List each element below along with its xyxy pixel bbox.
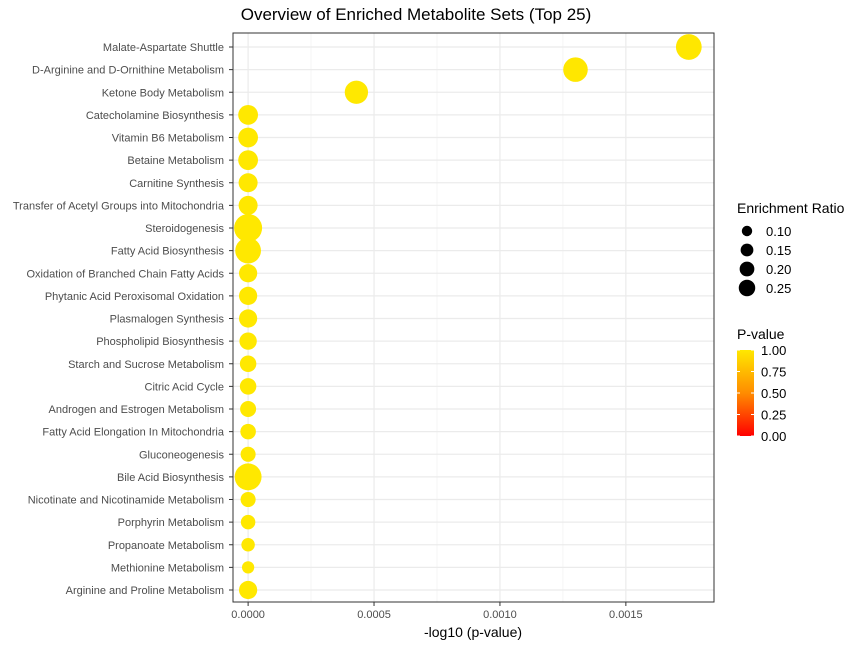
color-legend-title: P-value bbox=[737, 326, 785, 342]
y-tick-label: Phytanic Acid Peroxisomal Oxidation bbox=[45, 291, 224, 303]
color-legend-label: 0.00 bbox=[761, 429, 786, 444]
size-legend-key bbox=[739, 261, 755, 277]
y-tick-label: Starch and Sucrose Metabolism bbox=[68, 359, 224, 371]
data-point bbox=[240, 446, 256, 462]
data-point bbox=[239, 378, 257, 395]
y-tick-label: Arginine and Proline Metabolism bbox=[66, 585, 224, 597]
data-point bbox=[238, 150, 259, 171]
color-legend: P-value 1.00 0.75 0.50 0.25 0.00 bbox=[737, 326, 786, 444]
grid bbox=[233, 33, 714, 602]
y-tick-label: Gluconeogenesis bbox=[139, 449, 225, 461]
y-tick-label: Plasmalogen Synthesis bbox=[110, 314, 225, 326]
x-axis-ticks: 0.0000 0.0005 0.0010 0.0015 bbox=[231, 602, 643, 621]
data-point bbox=[239, 286, 258, 305]
size-legend-key bbox=[741, 225, 753, 237]
data-point bbox=[238, 127, 259, 148]
size-legend-key bbox=[738, 279, 756, 297]
data-point bbox=[240, 491, 256, 508]
data-point bbox=[239, 309, 258, 328]
color-legend-label: 0.75 bbox=[761, 365, 786, 380]
x-tick-label: 0.0015 bbox=[609, 609, 643, 621]
x-tick-label: 0.0005 bbox=[357, 609, 391, 621]
size-legend-key bbox=[740, 243, 754, 257]
y-tick-label: Betaine Metabolism bbox=[127, 155, 224, 167]
data-point bbox=[238, 173, 258, 193]
data-point bbox=[240, 423, 256, 440]
y-tick-label: Nicotinate and Nicotinamide Metabolism bbox=[28, 495, 224, 507]
x-axis-title: -log10 (p-value) bbox=[424, 624, 522, 640]
x-tick-label: 0.0010 bbox=[483, 609, 517, 621]
panel-border bbox=[232, 32, 715, 603]
y-tick-label: D-Arginine and D-Ornithine Metabolism bbox=[32, 65, 224, 77]
y-tick-label: Oxidation of Branched Chain Fatty Acids bbox=[27, 268, 225, 280]
x-tick-label: 0.0000 bbox=[231, 609, 265, 621]
y-axis-labels: Malate-Aspartate Shuttle D-Arginine and D… bbox=[13, 42, 233, 597]
data-point bbox=[239, 264, 258, 283]
size-legend-title: Enrichment Ratio bbox=[737, 200, 845, 216]
size-legend-label: 0.20 bbox=[766, 262, 791, 277]
y-tick-label: Phospholipid Biosynthesis bbox=[96, 336, 224, 348]
data-point bbox=[239, 355, 257, 372]
y-tick-label: Carnitine Synthesis bbox=[129, 178, 224, 190]
y-tick-label: Androgen and Estrogen Metabolism bbox=[49, 404, 225, 416]
y-tick-label: Vitamin B6 Metabolism bbox=[112, 133, 224, 145]
y-tick-label: Steroidogenesis bbox=[145, 223, 224, 235]
data-point bbox=[675, 34, 702, 60]
y-tick-label: Catecholamine Biosynthesis bbox=[86, 110, 225, 122]
data-point bbox=[563, 57, 588, 82]
color-legend-label: 1.00 bbox=[761, 343, 786, 358]
data-point bbox=[241, 561, 255, 574]
data-point bbox=[235, 237, 261, 264]
y-tick-label: Porphyrin Metabolism bbox=[118, 517, 224, 529]
color-legend-label: 0.25 bbox=[761, 408, 786, 423]
data-point bbox=[240, 514, 256, 530]
y-tick-label: Bile Acid Biosynthesis bbox=[117, 472, 224, 484]
y-tick-label: Transfer of Acetyl Groups into Mitochond… bbox=[13, 200, 225, 212]
data-point bbox=[234, 214, 263, 242]
color-legend-label: 0.50 bbox=[761, 386, 786, 401]
size-legend: Enrichment Ratio 0.10 0.15 0.20 0.25 bbox=[737, 200, 845, 297]
points bbox=[234, 34, 702, 600]
data-point bbox=[344, 80, 369, 104]
size-legend-label: 0.10 bbox=[766, 224, 791, 239]
data-point bbox=[240, 400, 257, 418]
data-point bbox=[239, 332, 257, 350]
color-bar bbox=[737, 350, 754, 436]
y-tick-label: Malate-Aspartate Shuttle bbox=[103, 42, 224, 54]
data-point bbox=[241, 538, 255, 552]
size-legend-label: 0.15 bbox=[766, 243, 791, 258]
data-point bbox=[238, 104, 259, 125]
y-tick-label: Citric Acid Cycle bbox=[145, 381, 224, 393]
y-tick-label: Fatty Acid Biosynthesis bbox=[111, 246, 225, 258]
size-legend-label: 0.25 bbox=[766, 281, 791, 296]
data-point bbox=[234, 463, 262, 491]
y-tick-label: Ketone Body Metabolism bbox=[102, 87, 224, 99]
y-tick-label: Methionine Metabolism bbox=[111, 562, 224, 574]
y-tick-label: Propanoate Metabolism bbox=[108, 540, 224, 552]
chart-title: Overview of Enriched Metabolite Sets (To… bbox=[241, 5, 592, 24]
data-point bbox=[238, 195, 258, 215]
y-tick-label: Fatty Acid Elongation In Mitochondria bbox=[42, 427, 224, 439]
data-point bbox=[239, 580, 258, 600]
